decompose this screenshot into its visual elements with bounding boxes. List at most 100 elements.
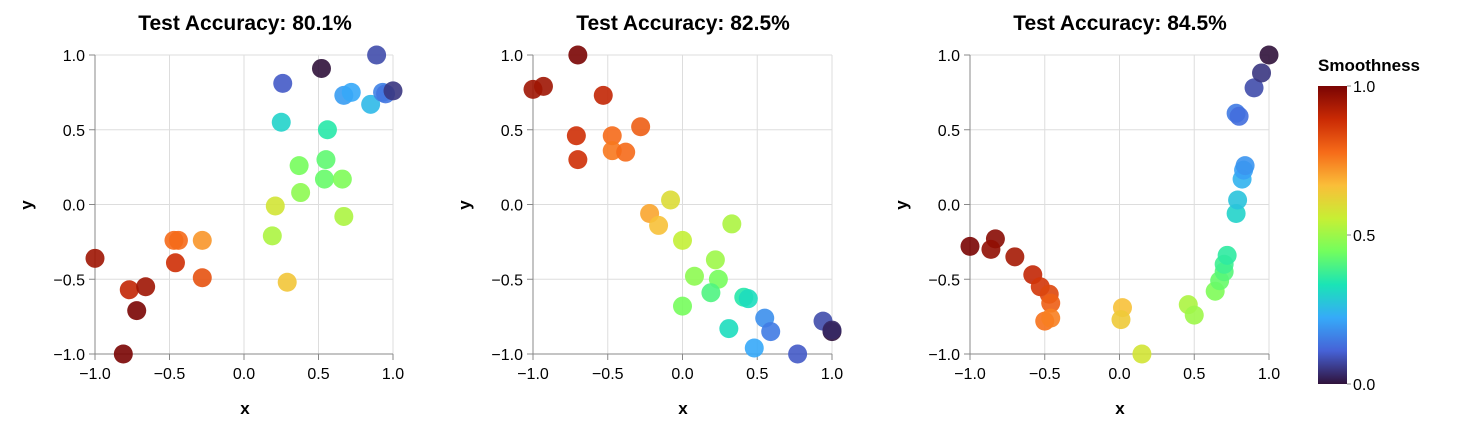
data-point bbox=[1132, 344, 1152, 364]
y-tick-label: 0.5 bbox=[501, 123, 523, 140]
panel-1: Test Accuracy: 80.1% −1.0 −0.5 0.0 0.5 1.0−1… bbox=[17, 12, 404, 418]
data-point bbox=[673, 296, 692, 316]
panel-2-y-axis-title: y bbox=[455, 200, 474, 210]
data-point bbox=[192, 230, 212, 250]
x-tick-label: 1.0 bbox=[821, 366, 843, 383]
color-legend: Smoothness 1.0 0.5 0.0 bbox=[1318, 56, 1420, 394]
x-tick-label: 1.0 bbox=[382, 366, 404, 383]
data-point bbox=[289, 156, 309, 176]
panel-1-y-axis-title: y bbox=[17, 200, 36, 210]
data-point bbox=[673, 230, 692, 250]
data-point bbox=[1244, 78, 1264, 98]
data-point bbox=[136, 277, 156, 297]
y-tick-label: 0.5 bbox=[938, 123, 960, 140]
data-point bbox=[761, 322, 781, 342]
data-point bbox=[1235, 156, 1255, 176]
data-point bbox=[165, 253, 185, 273]
data-point bbox=[367, 45, 387, 65]
legend-ticks: 1.0 0.5 0.0 bbox=[1347, 79, 1375, 394]
data-point bbox=[1041, 308, 1061, 328]
data-point bbox=[568, 150, 588, 170]
x-tick-label: −1.0 bbox=[517, 366, 549, 383]
data-point bbox=[684, 266, 704, 286]
legend-colorbar bbox=[1318, 86, 1347, 384]
data-point bbox=[119, 280, 139, 300]
data-point bbox=[705, 250, 725, 270]
x-tick-label: 0.5 bbox=[746, 366, 768, 383]
data-point bbox=[960, 236, 980, 256]
data-point bbox=[127, 301, 147, 321]
panel-1-x-axis-title: x bbox=[240, 399, 250, 418]
y-tick-label: −0.5 bbox=[491, 272, 523, 289]
legend-tick-label: 0.5 bbox=[1353, 228, 1375, 245]
x-tick-label: 0.0 bbox=[233, 366, 255, 383]
data-point bbox=[265, 196, 285, 216]
data-point bbox=[1252, 63, 1272, 83]
data-point bbox=[738, 289, 758, 309]
x-tick-label: 0.5 bbox=[1183, 366, 1205, 383]
data-point bbox=[1228, 190, 1248, 210]
data-point bbox=[1041, 293, 1061, 313]
panel-3: Test Accuracy: 84.5% −1.0 −0.5 0.0 0.5 1.0−1… bbox=[892, 12, 1280, 418]
data-point bbox=[744, 338, 764, 358]
data-point bbox=[593, 85, 613, 105]
data-point bbox=[533, 76, 553, 96]
data-point bbox=[788, 344, 808, 364]
data-point bbox=[616, 142, 636, 162]
x-tick-label: −0.5 bbox=[592, 366, 624, 383]
x-tick-label: −0.5 bbox=[1029, 366, 1061, 383]
y-tick-label: −1.0 bbox=[491, 347, 523, 364]
y-tick-label: −1.0 bbox=[928, 347, 960, 364]
data-point bbox=[1259, 45, 1279, 65]
data-point bbox=[316, 150, 336, 170]
y-tick-label: 1.0 bbox=[501, 48, 523, 65]
x-tick-label: 0.0 bbox=[671, 366, 693, 383]
data-point bbox=[262, 226, 282, 246]
data-point bbox=[1229, 106, 1249, 126]
y-tick-label: 0.0 bbox=[938, 198, 960, 215]
data-point bbox=[566, 126, 586, 146]
panel-2: Test Accuracy: 82.5% −1.0 −0.5 0.0 0.5 1.0−1… bbox=[455, 12, 843, 418]
legend-tick-label: 0.0 bbox=[1353, 377, 1375, 394]
panel-3-axes: −1.0 −0.5 0.0 0.5 1.0 −1.0 −0.5 0.0 0.5 1.0 bbox=[928, 48, 1280, 383]
data-point bbox=[602, 126, 622, 146]
data-point bbox=[722, 214, 742, 234]
data-point bbox=[649, 215, 669, 235]
data-point bbox=[822, 320, 842, 340]
x-tick-label: −1.0 bbox=[954, 366, 986, 383]
data-point bbox=[1111, 310, 1131, 330]
y-tick-label: −0.5 bbox=[928, 272, 960, 289]
y-tick-label: 0.0 bbox=[501, 198, 523, 215]
data-point bbox=[273, 73, 293, 93]
panel-1-axes: −1.0 −0.5 0.0 0.5 1.0 −1.0 −0.5 0.0 0.5 1.0 bbox=[53, 48, 404, 383]
data-point bbox=[168, 230, 188, 250]
panel-2-axes: −1.0 −0.5 0.0 0.5 1.0 −1.0 −0.5 0.0 0.5 1.0 bbox=[491, 48, 843, 383]
legend-title: Smoothness bbox=[1318, 56, 1420, 75]
data-point bbox=[719, 319, 739, 339]
x-tick-label: −0.5 bbox=[154, 366, 186, 383]
data-point bbox=[568, 45, 588, 65]
data-point bbox=[661, 190, 681, 210]
y-tick-label: 1.0 bbox=[63, 48, 85, 65]
y-tick-label: 0.5 bbox=[63, 123, 85, 140]
data-point bbox=[631, 117, 651, 137]
data-point bbox=[332, 169, 352, 189]
data-point bbox=[1184, 305, 1204, 325]
x-tick-label: 0.0 bbox=[1108, 366, 1130, 383]
data-point bbox=[192, 268, 212, 288]
data-point bbox=[311, 58, 331, 78]
data-point bbox=[113, 344, 133, 364]
panel-3-points bbox=[960, 45, 1279, 364]
panel-2-title: Test Accuracy: 82.5% bbox=[576, 12, 790, 35]
panel-3-y-axis-title: y bbox=[892, 200, 911, 210]
data-point bbox=[361, 94, 381, 114]
data-point bbox=[981, 239, 1001, 259]
data-point bbox=[291, 183, 311, 203]
panel-2-points bbox=[523, 45, 842, 364]
x-tick-label: −1.0 bbox=[79, 366, 111, 383]
data-point bbox=[277, 272, 297, 292]
legend-tick-label: 1.0 bbox=[1353, 79, 1375, 96]
panel-3-title: Test Accuracy: 84.5% bbox=[1013, 12, 1227, 35]
y-tick-label: 0.0 bbox=[63, 198, 85, 215]
